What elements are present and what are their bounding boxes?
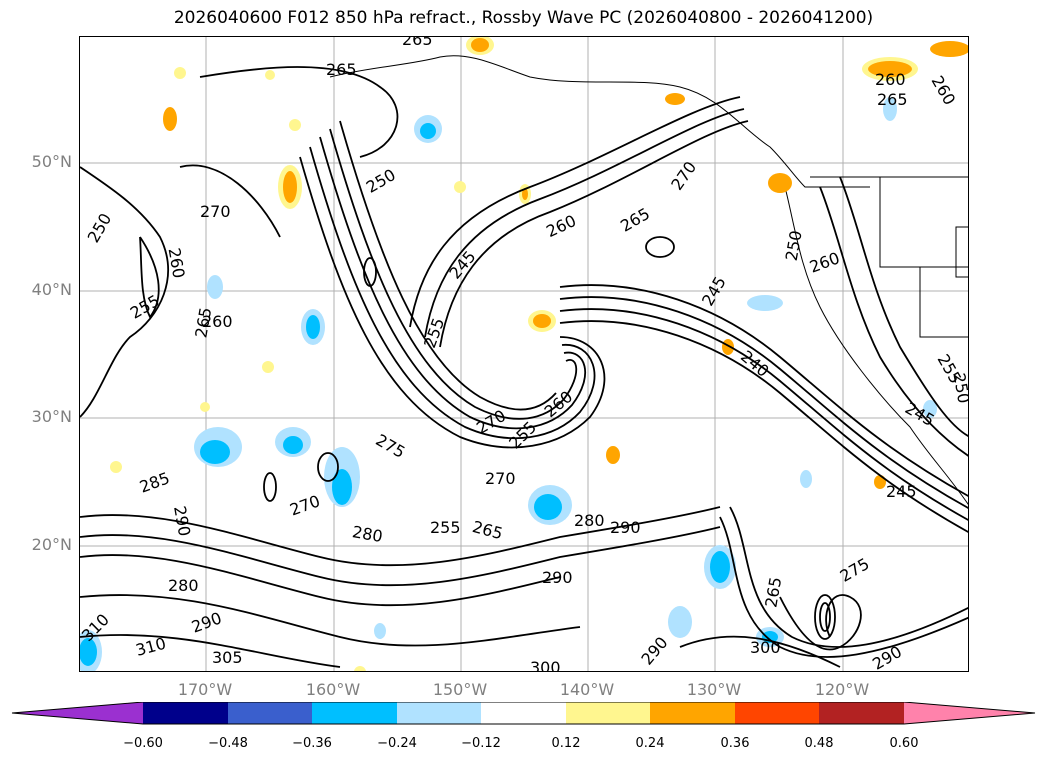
colorbar-segment	[735, 702, 819, 724]
contour-lines	[80, 66, 968, 668]
contour-label-group: 265 265 260 265 260 250 270 250 260 255 …	[80, 37, 969, 672]
contour-label: 290	[170, 504, 194, 537]
contour-label: 275	[837, 554, 873, 586]
contour-label: 250	[363, 165, 399, 197]
colorbar-extend-low	[12, 702, 143, 724]
colorbar-tick-label: −0.36	[292, 736, 332, 751]
contour-label: 260	[807, 248, 842, 276]
contour-label: 275	[372, 430, 408, 462]
contour-label: 290	[869, 642, 905, 672]
colorbar-segment	[312, 702, 397, 724]
negative-anomaly-shading	[80, 97, 937, 671]
contour-label: 310	[80, 610, 113, 645]
contour-label: 255	[127, 291, 163, 323]
longitude-label: 170°W	[177, 680, 233, 699]
contour-label: 260	[875, 70, 906, 89]
colorbar-extend-high	[904, 702, 1035, 724]
latitude-label: 30°N	[31, 407, 72, 426]
coastlines	[329, 55, 968, 505]
colorbar-tick-label: 0.36	[720, 736, 750, 751]
longitude-label: 150°W	[432, 680, 488, 699]
contour-label: 265	[326, 60, 357, 79]
colorbar-tick-label: 0.60	[889, 736, 919, 751]
contour-label: 290	[610, 518, 641, 537]
positive-anomaly-shading	[110, 37, 968, 671]
colorbar-tick-label: 0.12	[551, 736, 581, 751]
contour-label: 245	[886, 482, 917, 501]
colorbar-tick-label: −0.60	[123, 736, 163, 751]
contour-label: 290	[637, 633, 671, 669]
contour-label: 260	[541, 387, 577, 421]
map-canvas: 265 265 260 265 260 250 270 250 260 255 …	[80, 37, 969, 672]
contour-label: 265	[761, 576, 785, 609]
contour-label: 250	[782, 229, 806, 262]
colorbar-tick-label: 0.48	[804, 736, 834, 751]
contour-label: 260	[928, 72, 960, 108]
contour-label: 250	[949, 372, 969, 405]
latitude-label: 40°N	[31, 280, 72, 299]
colorbar-segment	[819, 702, 904, 724]
colorbar	[11, 702, 1036, 725]
colorbar-tick-label: 0.24	[635, 736, 665, 751]
longitude-label: 130°W	[686, 680, 742, 699]
map-title: 2026040600 F012 850 hPa refract., Rossby…	[173, 8, 874, 28]
colorbar-segment	[143, 702, 228, 724]
contour-label: 310	[134, 634, 168, 660]
contour-label: 240	[737, 347, 773, 381]
contour-label: 265	[617, 204, 653, 236]
contour-label: 270	[287, 491, 322, 519]
graticule	[80, 37, 968, 671]
contour-label: 255	[430, 518, 461, 537]
contour-label: 300	[750, 638, 781, 657]
colorbar-segment	[650, 702, 735, 724]
colorbar-tick-label: −0.12	[461, 736, 501, 751]
contour-label: 260	[202, 312, 233, 331]
colorbar-tick-label: −0.24	[377, 736, 417, 751]
contour-label: 265	[877, 90, 908, 109]
contour-label: 280	[351, 522, 384, 546]
contour-label: 265	[470, 517, 504, 543]
contour-label: 250	[84, 210, 116, 246]
contour-label: 285	[137, 468, 172, 496]
contour-label: 265	[402, 37, 433, 49]
contour-label: 300	[530, 658, 561, 672]
longitude-label: 140°W	[559, 680, 615, 699]
contour-label: 270	[200, 202, 231, 221]
colorbar-tick-label: −0.48	[208, 736, 248, 751]
longitude-label: 120°W	[814, 680, 870, 699]
longitude-label: 160°W	[305, 680, 361, 699]
colorbar-segment	[397, 702, 481, 724]
colorbar-segment	[566, 702, 650, 724]
latitude-label: 50°N	[31, 152, 72, 171]
contour-label: 245	[445, 247, 479, 283]
contour-label: 280	[168, 576, 199, 595]
colorbar-segment	[228, 702, 312, 724]
contour-label: 280	[574, 511, 605, 530]
colorbar-segment	[481, 702, 566, 724]
contour-label: 290	[542, 568, 573, 587]
contour-label: 290	[189, 608, 224, 636]
contour-label: 260	[543, 211, 579, 241]
contour-label: 305	[212, 648, 243, 667]
contour-label: 255	[420, 315, 448, 350]
latitude-label: 20°N	[31, 535, 72, 554]
map-panel: 265 265 260 265 260 250 270 250 260 255 …	[79, 36, 969, 672]
contour-label: 270	[485, 469, 516, 488]
